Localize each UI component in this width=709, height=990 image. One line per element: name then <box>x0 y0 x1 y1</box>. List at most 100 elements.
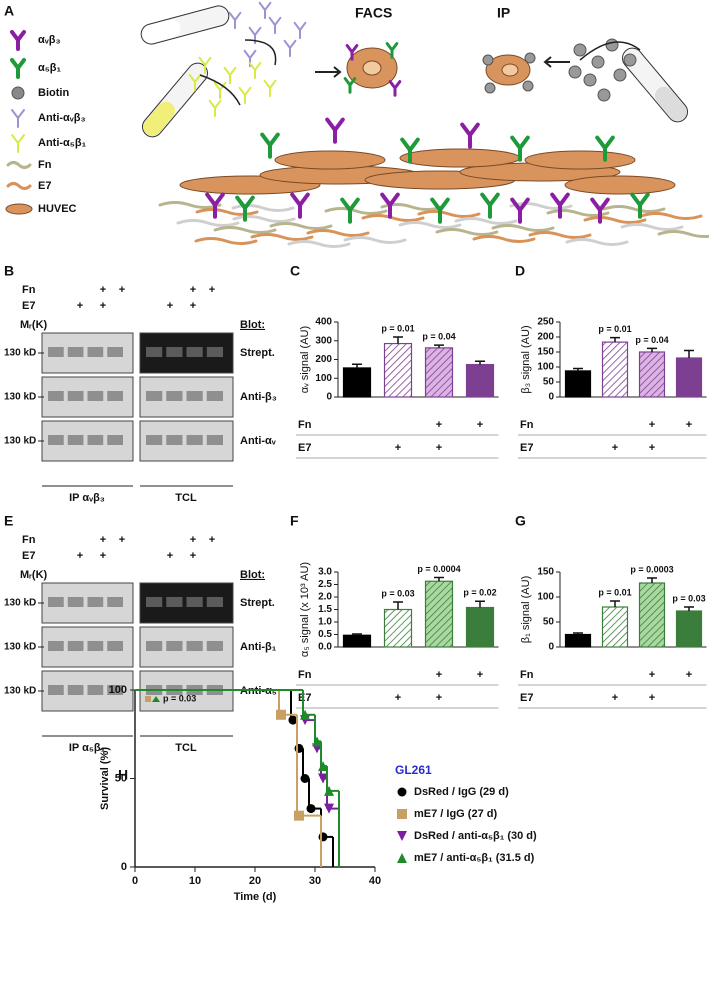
p-value: p = 0.03 <box>672 593 705 603</box>
arrow <box>244 39 277 66</box>
blot-image <box>139 332 234 374</box>
sign: + <box>477 669 483 681</box>
y-tick-label: 150 <box>537 347 554 358</box>
p-value: p = 0.03 <box>381 588 414 598</box>
blot-band <box>107 641 123 651</box>
sign: + <box>77 300 83 312</box>
error-bar <box>647 347 657 352</box>
error-bar <box>434 344 444 348</box>
x-tick-label: 10 <box>189 875 201 887</box>
ip-group: IP α₅β₁ <box>69 742 106 754</box>
y-tick-label: 1.5 <box>318 604 332 615</box>
x-tick-label: 20 <box>249 875 261 887</box>
fiber-icon <box>343 236 407 244</box>
marker <box>318 761 328 772</box>
antibody-icon <box>388 80 402 97</box>
marker <box>294 743 304 753</box>
error-bar <box>352 363 362 368</box>
antibody-label: Strept. <box>240 347 275 359</box>
antibody-icon <box>480 192 500 219</box>
antibody-icon <box>205 192 225 219</box>
tcl-group: TCL <box>175 742 197 754</box>
error-bar <box>610 336 620 343</box>
sign: + <box>100 284 106 296</box>
fiber-icon <box>639 212 703 220</box>
sign: + <box>649 692 655 704</box>
marker <box>300 709 310 720</box>
antibody-icon <box>258 1 272 20</box>
legend-text: mE7 / IgG (27 d) <box>414 808 497 820</box>
blot-band <box>166 597 183 607</box>
bar <box>564 633 592 648</box>
blot-band <box>166 391 183 401</box>
antibody-icon <box>510 135 530 162</box>
panel-letter: A <box>4 3 14 19</box>
error-bar <box>434 576 444 582</box>
y-tick-label: 100 <box>109 684 127 696</box>
row-label: E7 <box>22 550 35 562</box>
marker <box>306 804 316 814</box>
antibody-icon <box>10 30 26 51</box>
blot-band <box>146 391 163 401</box>
blot-band <box>166 435 183 445</box>
sign: + <box>395 442 401 454</box>
legend-text: Biotin <box>38 87 69 99</box>
row-label: Fn <box>22 284 36 296</box>
antibody-icon <box>293 21 307 40</box>
nucleus <box>362 60 382 76</box>
antibody-icon <box>590 197 610 224</box>
antibody-icon <box>510 197 530 224</box>
blot-band <box>206 347 223 357</box>
nucleus <box>501 63 519 77</box>
antibody-icon <box>380 192 400 219</box>
y-tick-label: 100 <box>537 592 554 603</box>
x-tick-label: 0 <box>132 875 138 887</box>
blot-band <box>146 641 163 651</box>
arrow <box>199 74 241 106</box>
legend-text: mE7 / anti-α₅β₁ (31.5 d) <box>414 852 535 864</box>
fiber-icon <box>324 207 388 215</box>
row-label: Fn <box>298 669 312 681</box>
x-tick-label: 30 <box>309 875 321 887</box>
sign: + <box>436 442 442 454</box>
fiber-icon <box>306 229 370 237</box>
ip-label: IP <box>497 5 510 21</box>
bar <box>638 582 666 648</box>
error-bar <box>684 606 694 611</box>
antibody-icon <box>188 73 202 92</box>
antibody-icon <box>11 134 25 153</box>
sign: + <box>649 442 655 454</box>
biotin-icon <box>11 86 25 100</box>
sign: + <box>77 550 83 562</box>
antibody-icon <box>238 86 252 105</box>
fiber-icon <box>195 208 259 216</box>
panel-letter: C <box>290 263 300 279</box>
blot-band <box>146 347 163 357</box>
blot-band <box>87 391 104 401</box>
blot-band <box>87 435 104 445</box>
blot-band <box>67 685 84 695</box>
y-tick-label: 0 <box>121 861 127 873</box>
bar <box>675 610 703 648</box>
sign: + <box>395 692 401 704</box>
sign: + <box>612 442 618 454</box>
marker <box>276 709 286 720</box>
marker <box>312 736 322 747</box>
y-axis-title: β₃ signal (AU) <box>520 325 532 393</box>
blot-band <box>67 391 84 401</box>
fiber-icon <box>472 235 536 243</box>
blot-band <box>166 641 183 651</box>
sign: + <box>167 300 173 312</box>
fiber-icon <box>583 216 647 224</box>
mr-label: Mᵣ(K) <box>20 319 48 331</box>
fiber-icon <box>435 228 499 236</box>
mw-marker: 130 kD <box>4 392 36 403</box>
biotin-bead <box>583 73 597 87</box>
facs-label: FACS <box>355 5 392 21</box>
biotin-bead <box>484 82 496 94</box>
ip-group: IP αᵥβ₃ <box>69 492 105 504</box>
fiber-icon <box>6 182 32 190</box>
row-label: Fn <box>520 419 534 431</box>
antibody-icon <box>208 99 222 118</box>
sign: + <box>436 419 442 431</box>
